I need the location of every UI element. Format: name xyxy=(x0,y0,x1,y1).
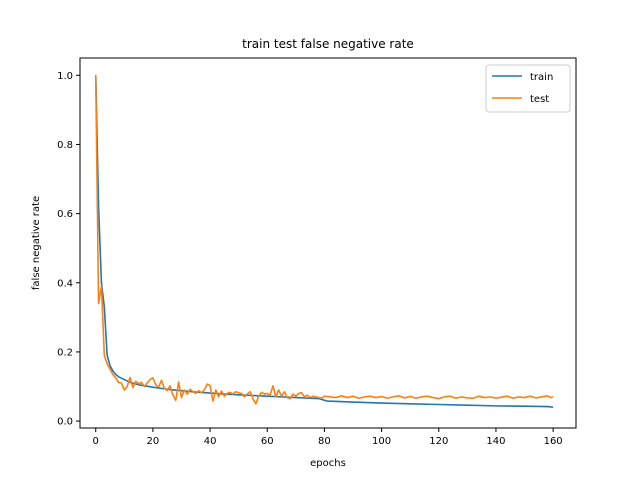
x-tick-label: 40 xyxy=(204,436,217,447)
x-tick-label: 100 xyxy=(372,436,391,447)
x-tick-label: 160 xyxy=(544,436,563,447)
y-tick-label: 0.8 xyxy=(57,140,73,151)
x-tick-label: 120 xyxy=(429,436,448,447)
plot-frame xyxy=(79,57,577,429)
x-axis-ticks: 0 20 40 60 80 100 120 140 160 xyxy=(93,428,563,447)
legend: train test xyxy=(485,64,571,113)
series-line-test xyxy=(94,75,554,405)
x-axis-label: epochs xyxy=(310,458,346,469)
legend-label-train: train xyxy=(530,72,553,83)
x-tick-label: 0 xyxy=(93,436,99,447)
y-axis-ticks: 0.0 0.2 0.4 0.6 0.8 1.0 xyxy=(57,71,80,428)
legend-box xyxy=(485,64,571,113)
x-tick-label: 20 xyxy=(147,436,160,447)
series-line-train xyxy=(94,75,554,409)
x-tick-label: 80 xyxy=(318,436,331,447)
x-tick-label: 140 xyxy=(486,436,505,447)
y-axis-label: false negative rate xyxy=(31,196,42,290)
y-tick-label: 0.4 xyxy=(57,278,73,289)
y-tick-label: 0.2 xyxy=(57,347,73,358)
x-tick-label: 60 xyxy=(261,436,274,447)
chart-title: train test false negative rate xyxy=(242,37,414,51)
plot-lines xyxy=(94,75,554,409)
y-tick-label: 0.6 xyxy=(57,209,73,220)
y-tick-label: 0.0 xyxy=(57,417,73,428)
legend-label-test: test xyxy=(530,94,549,105)
y-tick-label: 1.0 xyxy=(57,71,73,82)
